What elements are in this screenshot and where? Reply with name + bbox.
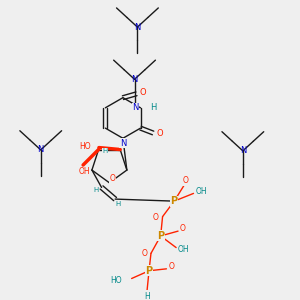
- Text: O: O: [153, 213, 159, 222]
- Text: O: O: [157, 129, 163, 138]
- Text: O: O: [109, 174, 115, 183]
- Text: HO: HO: [80, 142, 91, 151]
- Text: N: N: [120, 139, 126, 148]
- Text: H: H: [116, 201, 121, 207]
- Text: O: O: [140, 88, 146, 97]
- Text: N: N: [134, 22, 141, 32]
- Text: OH: OH: [195, 187, 207, 196]
- Text: P: P: [157, 231, 164, 241]
- Text: H: H: [103, 148, 108, 154]
- Text: N: N: [131, 75, 138, 84]
- Text: OH: OH: [178, 245, 190, 254]
- Text: P: P: [146, 266, 153, 276]
- Text: O: O: [183, 176, 189, 185]
- Text: HO: HO: [110, 276, 122, 285]
- Text: N: N: [38, 146, 44, 154]
- Text: N: N: [132, 103, 139, 112]
- Text: O: O: [180, 224, 186, 233]
- Text: H: H: [150, 103, 157, 112]
- Text: H: H: [93, 188, 98, 194]
- Text: P: P: [171, 196, 178, 206]
- Text: OH: OH: [78, 167, 90, 176]
- Text: H: H: [144, 292, 150, 300]
- Text: O: O: [168, 262, 174, 272]
- Text: N: N: [240, 146, 246, 155]
- Text: O: O: [141, 249, 147, 258]
